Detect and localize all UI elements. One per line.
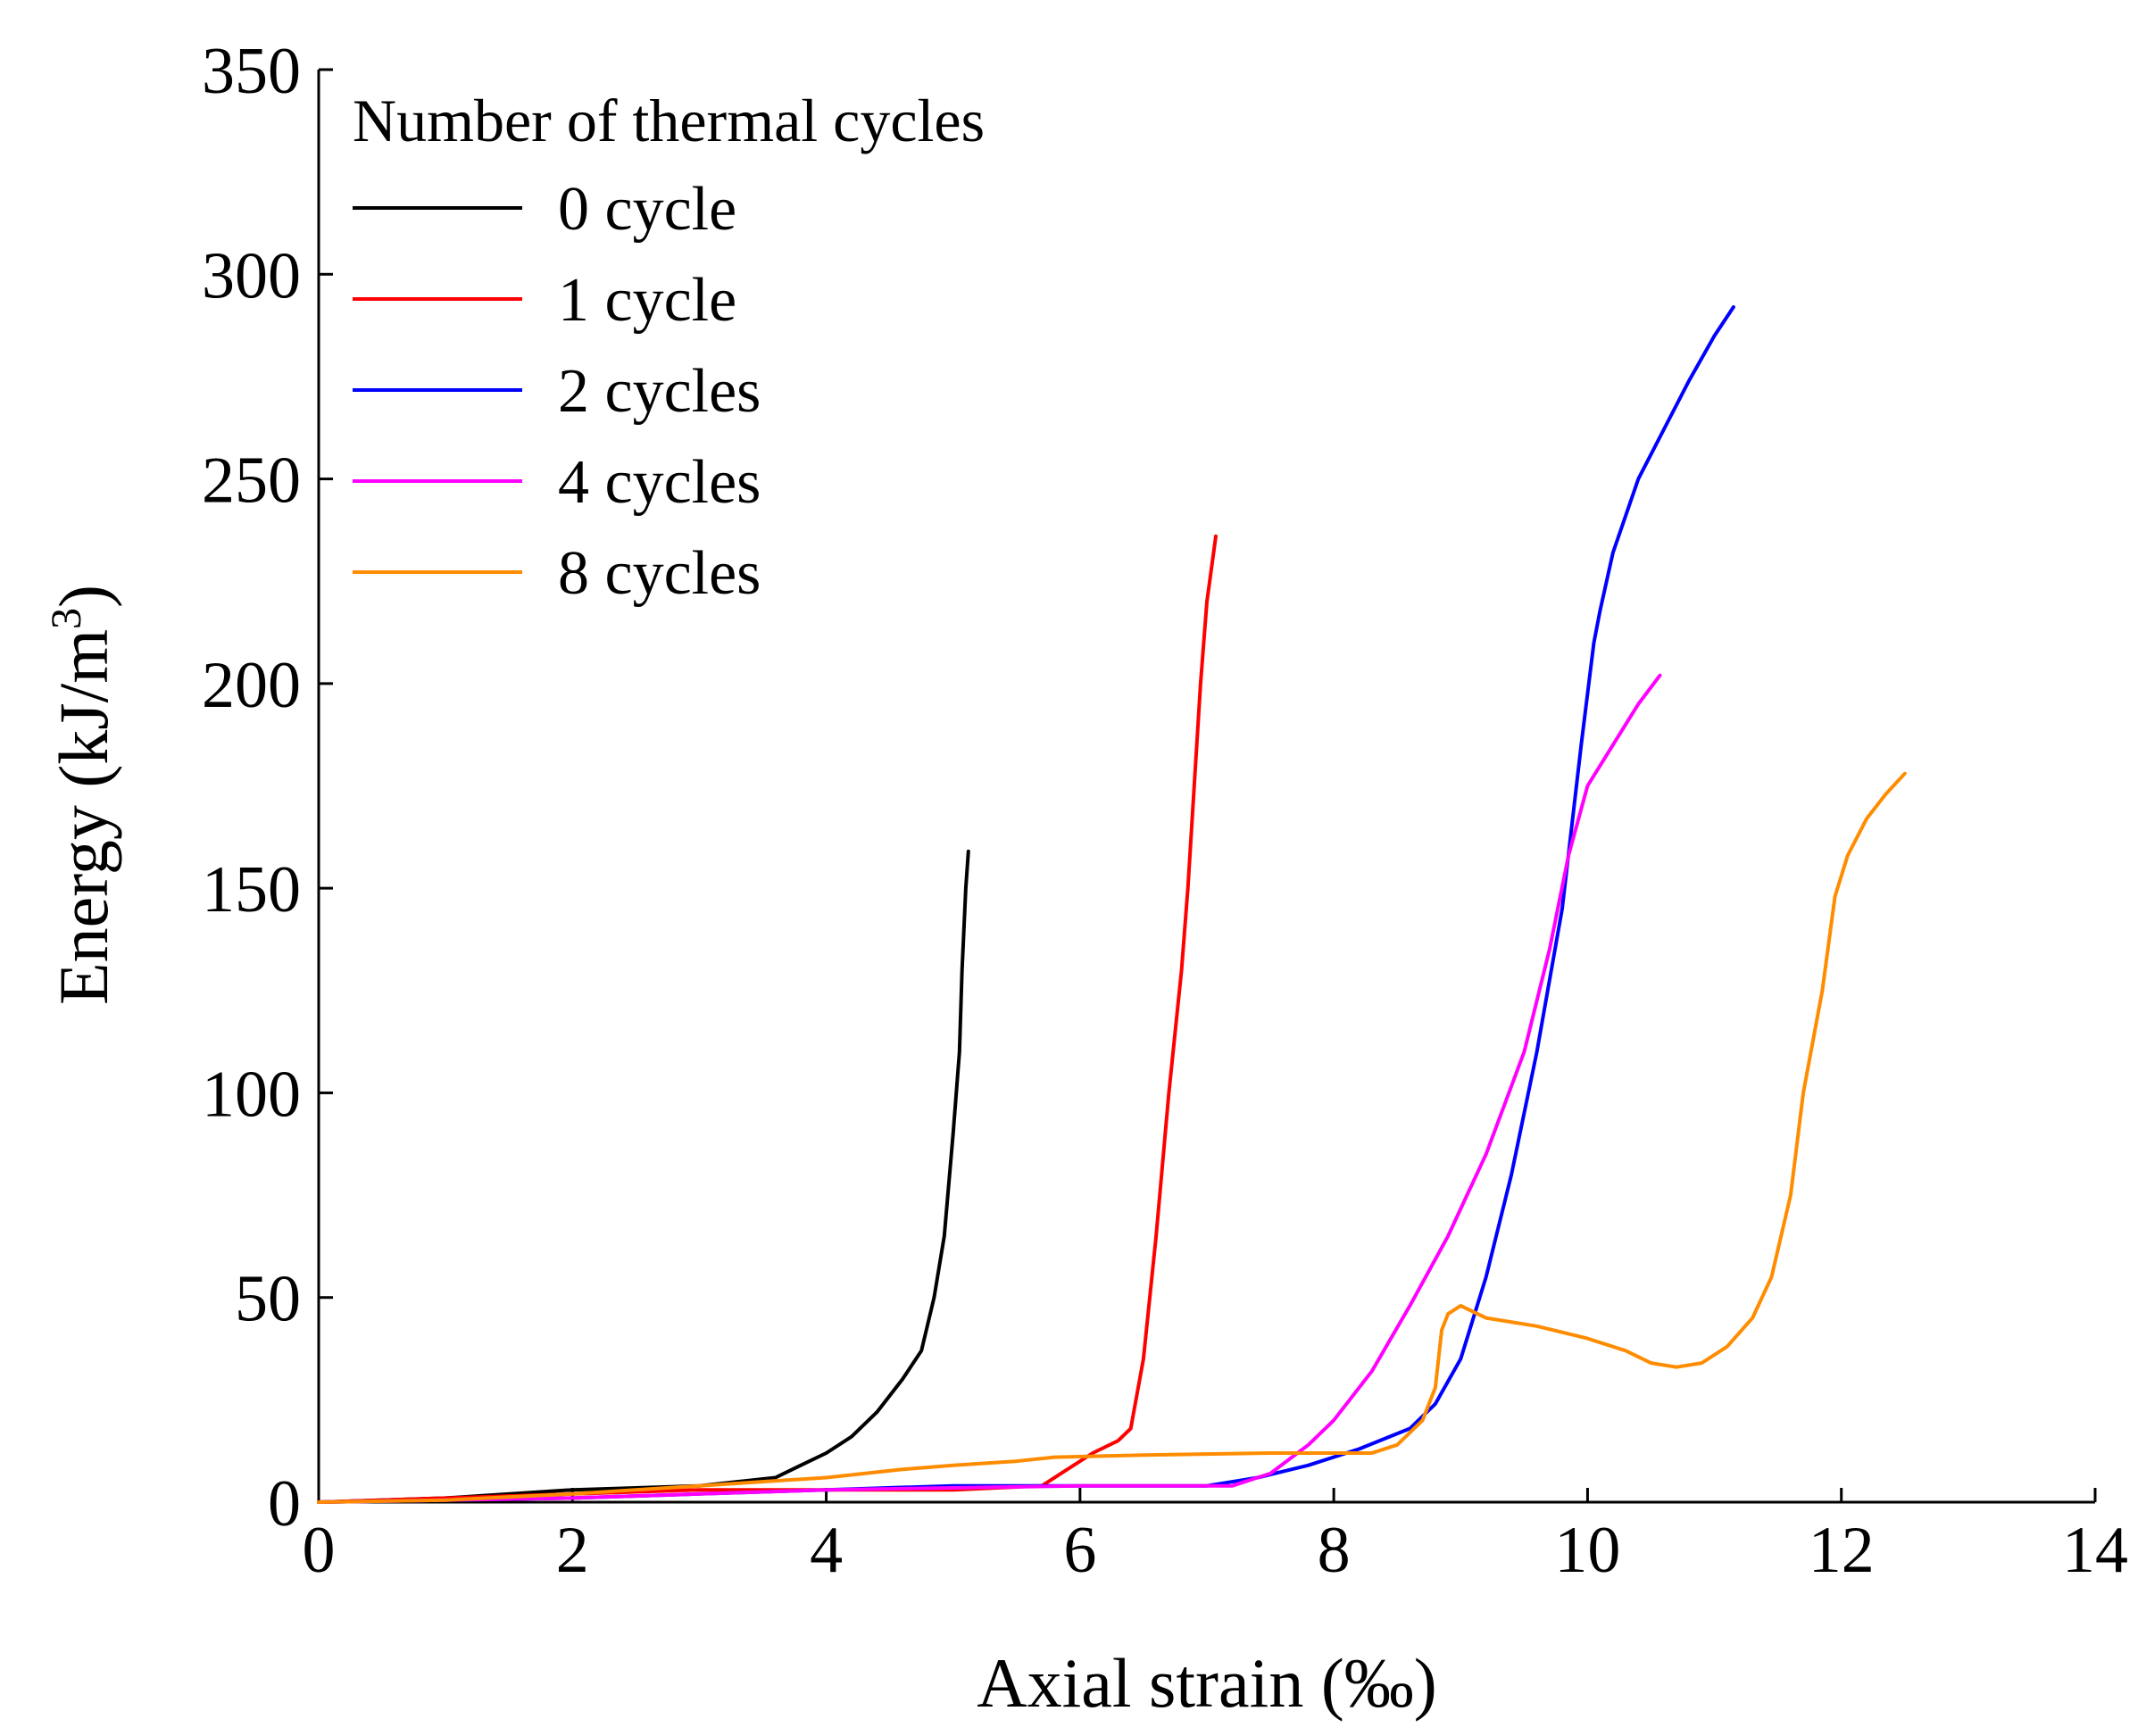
legend-label: 0 cycle	[558, 175, 736, 244]
series-lines	[317, 305, 1907, 1504]
series-line-4-cycles	[317, 673, 1662, 1504]
x-tick-label: 14	[2062, 1514, 2128, 1587]
y-tick-label: 150	[202, 853, 301, 926]
x-tick-label: 12	[1809, 1514, 1875, 1587]
legend-label: 4 cycles	[558, 448, 761, 517]
legend-label: 8 cycles	[558, 539, 761, 608]
series-line-1-cycle	[317, 534, 1218, 1504]
x-tick-label: 0	[303, 1514, 336, 1587]
y-tick-label: 100	[202, 1058, 301, 1131]
x-tick-label: 8	[1318, 1514, 1351, 1587]
y-axis-label-close: )	[45, 585, 122, 608]
x-tick-label: 2	[556, 1514, 589, 1587]
y-tick-label: 0	[268, 1467, 301, 1541]
y-axis-label: Energy (kJ/m3)	[43, 585, 122, 1005]
x-axis-label: Axial strain (‰)	[977, 1644, 1437, 1722]
legend: Number of thermal cycles 0 cycle 1 cycle 2…	[353, 87, 985, 608]
y-tick-label: 200	[202, 649, 301, 722]
y-axis-label-text: Energy (kJ/m	[45, 629, 122, 1005]
series-line-8-cycles	[317, 771, 1907, 1504]
x-tick-label: 4	[810, 1514, 843, 1587]
y-tick-label: 300	[202, 239, 301, 312]
legend-label: 2 cycles	[558, 357, 761, 426]
x-tick-label: 6	[1063, 1514, 1096, 1587]
plot-area: 0 2 4 6 8 10 12 14 0 50 100 150 200 250 300 350	[202, 35, 2128, 1587]
y-axis-label-superscript: 3	[43, 608, 90, 629]
y-tick-label: 250	[202, 444, 301, 518]
legend-title: Number of thermal cycles	[353, 87, 985, 154]
x-tick-label: 10	[1554, 1514, 1620, 1587]
series-line-0-cycle	[317, 849, 970, 1504]
legend-entries: 0 cycle 1 cycle 2 cycles 4 cycles 8 cycles	[353, 175, 761, 608]
y-axis-ticks: 0 50 100 150 200 250 300 350	[202, 35, 333, 1541]
y-tick-label: 350	[202, 35, 301, 108]
x-axis-ticks: 0 2 4 6 8 10 12 14	[303, 1488, 2128, 1587]
y-tick-label: 50	[235, 1263, 301, 1336]
legend-label: 1 cycle	[558, 266, 736, 335]
